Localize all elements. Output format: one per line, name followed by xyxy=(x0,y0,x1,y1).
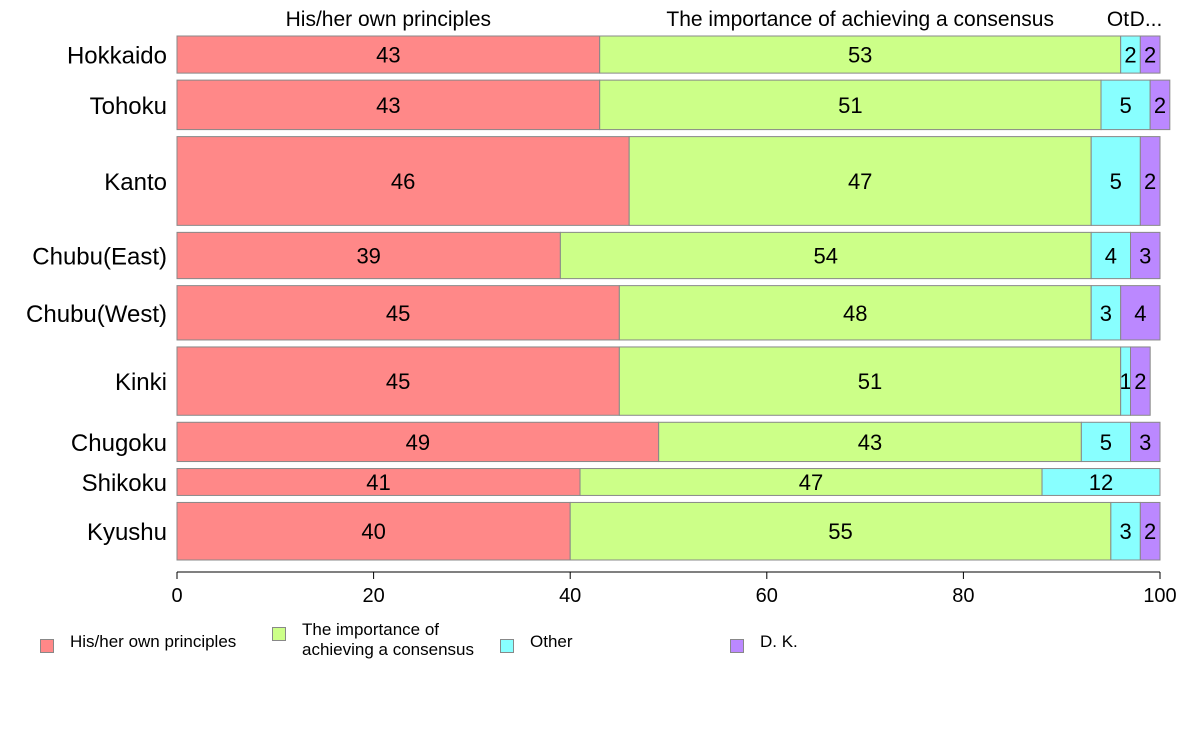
bar-segment xyxy=(569,501,1112,561)
category-label: Hokkaido xyxy=(67,43,167,70)
data-label: 54 xyxy=(814,243,838,268)
legend-item-other: Other xyxy=(500,632,573,653)
category-label: Chubu(West) xyxy=(26,301,167,328)
data-label: 4 xyxy=(1134,301,1146,326)
x-tick-label: 40 xyxy=(559,585,581,607)
bar-segment xyxy=(1090,231,1132,280)
data-label: 3 xyxy=(1100,301,1112,326)
bar-segment xyxy=(628,136,1092,226)
column-header: His/her own principles xyxy=(286,8,491,31)
x-tick-label: 0 xyxy=(171,585,182,607)
data-label: 41 xyxy=(366,470,390,495)
legend-label: D. K. xyxy=(760,632,798,651)
bar-segment xyxy=(176,421,660,463)
data-label: 40 xyxy=(361,519,385,544)
bar-segment xyxy=(1130,346,1151,416)
category-label: Tohoku xyxy=(90,93,167,120)
data-label: 43 xyxy=(858,430,882,455)
x-tick-label: 100 xyxy=(1143,585,1176,607)
legend-item-dk: D. K. xyxy=(730,632,798,653)
category-label: Shikoku xyxy=(82,470,167,497)
data-label: 12 xyxy=(1089,470,1113,495)
bar-segment xyxy=(1110,501,1141,561)
legend-swatch xyxy=(272,627,286,641)
data-label: 3 xyxy=(1119,519,1131,544)
column-header: The importance of achieving a consensus xyxy=(666,8,1054,31)
data-label: 4 xyxy=(1105,243,1117,268)
bar-segment xyxy=(176,231,561,280)
x-tick-label: 80 xyxy=(952,585,974,607)
data-label: 47 xyxy=(848,169,872,194)
category-label: Chugoku xyxy=(71,430,167,457)
data-label: 51 xyxy=(858,369,882,394)
bar-segment xyxy=(559,231,1092,280)
legend-item-principles: His/her own principles xyxy=(40,632,236,653)
bar-segment xyxy=(176,35,601,74)
bar-segment xyxy=(1139,501,1161,561)
bar-segment xyxy=(1120,285,1161,341)
bar-segment xyxy=(176,346,620,416)
legend-swatch xyxy=(40,639,54,653)
bar-segment xyxy=(1130,231,1161,280)
data-label: 2 xyxy=(1144,519,1156,544)
legend-item-consensus: The importance of achieving a consensus xyxy=(272,620,474,660)
data-label: 2 xyxy=(1124,43,1136,68)
bar-segment xyxy=(1090,136,1141,226)
bar-segment xyxy=(1130,421,1161,463)
x-tick-label: 60 xyxy=(756,585,778,607)
data-label: 51 xyxy=(838,93,862,118)
bar-segment xyxy=(1139,35,1161,74)
data-label: 2 xyxy=(1154,93,1166,118)
data-label: 49 xyxy=(406,430,430,455)
bar-segment xyxy=(1041,468,1161,496)
legend-label: Other xyxy=(530,632,573,651)
data-label: 39 xyxy=(356,243,380,268)
bar-segment xyxy=(618,285,1092,341)
data-label: 48 xyxy=(843,301,867,326)
data-label: 2 xyxy=(1134,369,1146,394)
legend-label: The importance of achieving a consensus xyxy=(302,620,475,659)
data-label: 55 xyxy=(828,519,852,544)
data-label: 5 xyxy=(1110,169,1122,194)
bar-segment xyxy=(1139,136,1161,226)
column-header: D... xyxy=(1130,8,1163,31)
data-label: 43 xyxy=(376,43,400,68)
data-label: 3 xyxy=(1139,243,1151,268)
category-label: Kinki xyxy=(115,369,167,396)
data-label: 45 xyxy=(386,301,410,326)
x-tick-label: 20 xyxy=(362,585,384,607)
bar-segment xyxy=(618,346,1122,416)
bar-segment xyxy=(1149,79,1171,131)
data-label: 1 xyxy=(1119,369,1131,394)
category-label: Chubu(East) xyxy=(32,243,167,270)
data-label: 5 xyxy=(1100,430,1112,455)
data-label: 2 xyxy=(1144,43,1156,68)
bar-segment xyxy=(176,501,571,561)
data-label: 5 xyxy=(1119,93,1131,118)
column-header: Ot xyxy=(1107,8,1129,31)
data-label: 46 xyxy=(391,169,415,194)
bar-segment xyxy=(176,285,620,341)
bar-segment xyxy=(176,136,630,226)
bar-segment xyxy=(658,421,1082,463)
category-label: Kyushu xyxy=(87,519,167,546)
bar-segment xyxy=(579,468,1043,496)
data-label: 47 xyxy=(799,470,823,495)
data-label: 53 xyxy=(848,43,872,68)
bar-segment xyxy=(599,79,1102,131)
legend: His/her own principles The importance of… xyxy=(40,620,1140,670)
bar-segment xyxy=(1100,79,1151,131)
data-label: 2 xyxy=(1144,169,1156,194)
legend-label: His/her own principles xyxy=(70,632,237,651)
legend-swatch xyxy=(500,639,514,653)
data-label: 45 xyxy=(386,369,410,394)
category-label: Kanto xyxy=(104,169,167,196)
legend-swatch xyxy=(730,639,744,653)
data-label: 3 xyxy=(1139,430,1151,455)
data-label: 43 xyxy=(376,93,400,118)
